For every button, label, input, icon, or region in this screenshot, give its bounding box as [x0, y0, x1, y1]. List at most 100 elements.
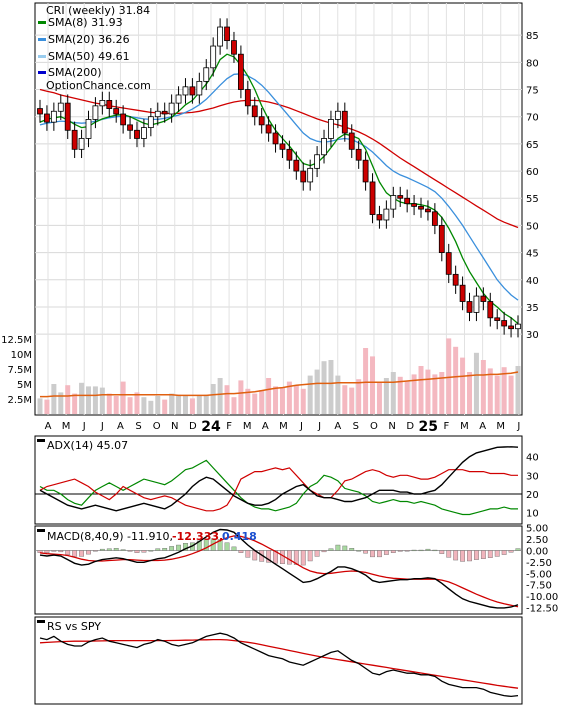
month-label-11: M — [243, 421, 252, 432]
month-label-7: N — [171, 421, 178, 432]
volume-bar-5 — [72, 393, 78, 414]
candle-body-7 — [85, 119, 92, 139]
macd-hist-bar-62 — [467, 550, 472, 562]
month-label-19: N — [388, 421, 395, 432]
volume-bar-13 — [127, 397, 133, 414]
volume-tick-4: 12.5M — [1, 335, 32, 346]
price-tick-45: 45 — [526, 249, 539, 260]
month-label-20: D — [406, 421, 414, 432]
macd-hist-bar-24 — [203, 539, 209, 551]
macd-hist-bar-26 — [217, 539, 223, 551]
volume-bar-23 — [196, 396, 202, 414]
price-tick-50: 50 — [526, 221, 539, 232]
sma8-line — [39, 53, 519, 325]
candle-body-43 — [334, 110, 341, 120]
volume-bar-11 — [113, 396, 119, 414]
macd-hist-bar-3 — [58, 550, 64, 553]
macd-hist-bar-45 — [349, 548, 355, 551]
month-label-8: D — [189, 421, 197, 432]
candle-body-13 — [127, 124, 133, 131]
candle-body-56 — [425, 208, 431, 213]
macd-line — [39, 528, 519, 609]
sma20-line — [39, 73, 519, 301]
rs-layer — [39, 632, 519, 698]
rs-line — [39, 632, 519, 698]
price-tick-30: 30 — [526, 330, 539, 341]
macd-hist-bar-0 — [37, 550, 43, 553]
candle-body-53 — [404, 197, 411, 205]
volume-bar-22 — [189, 398, 195, 414]
rs-title: RS vs SPY — [47, 620, 101, 633]
macd-hist-bar-30 — [245, 550, 251, 558]
macd-panel-frame — [34, 525, 523, 615]
rs-legend-swatch — [37, 620, 45, 623]
legend-sma50: SMA(50) 49.61 — [48, 50, 130, 63]
volume-bar-68 — [508, 375, 514, 414]
legend-sma8: SMA(8) 31.93 — [48, 16, 123, 29]
volume-bar-43 — [335, 375, 341, 414]
volume-bar-15 — [141, 397, 147, 414]
macd-signal-line — [39, 535, 519, 608]
month-label-4: A — [117, 421, 124, 432]
adx-legend-swatch — [37, 439, 45, 442]
candle-body-5 — [71, 129, 78, 150]
candle-body-50 — [383, 208, 390, 221]
candle-body-52 — [397, 195, 404, 199]
rs-ma-line — [39, 638, 519, 689]
volume-bar-64 — [480, 360, 486, 414]
month-label-15: J — [317, 421, 321, 432]
month-label-2: J — [82, 421, 86, 432]
candle-body-58 — [438, 225, 445, 253]
macd-hist-bar-2 — [51, 550, 57, 552]
macd-hist-bar-16 — [148, 550, 154, 552]
macd-hist-bar-57 — [432, 549, 438, 552]
volume-bar-20 — [176, 394, 182, 414]
candle-body-44 — [341, 110, 348, 134]
macd-tick-0: -12.50 — [526, 603, 558, 614]
candle-body-4 — [64, 102, 71, 131]
price-tick-85: 85 — [526, 31, 539, 42]
volume-bar-16 — [148, 400, 154, 414]
candle-body-38 — [300, 170, 307, 183]
macd-hist-bar-58 — [439, 550, 445, 554]
volume-bar-45 — [349, 387, 355, 414]
macd-hist-bar-68 — [508, 550, 514, 553]
price-axis: 30 35 40 45 50 55 60 65 70 75 80 85 — [526, 31, 539, 341]
candle-body-2 — [50, 110, 57, 123]
candle-body-10 — [106, 100, 113, 109]
macd-hist-bar-55 — [418, 549, 424, 552]
candle-body-28 — [231, 40, 237, 55]
candle-body-26 — [217, 26, 224, 47]
macd-hist-bar-21 — [183, 543, 188, 551]
volume-bar-31 — [252, 393, 258, 414]
month-labels: A M J J A S O N D 24 F M A M J J A S O N D 25 F M A M J — [45, 419, 521, 435]
volume-bar-25 — [210, 384, 216, 414]
price-tick-75: 75 — [526, 86, 539, 97]
macd-hist-bar-56 — [425, 548, 431, 551]
macd-hist-bar-38 — [300, 550, 306, 566]
macd-hist-bar-8 — [93, 550, 98, 552]
legend-sma200: SMA(200) — [48, 66, 102, 79]
macd-hist-bar-41 — [321, 550, 327, 553]
candle-body-20 — [175, 94, 182, 104]
month-label-9: 24 — [201, 419, 221, 435]
macd-hist-bar-46 — [356, 550, 362, 552]
macd-tick-5: 0.00 — [526, 547, 548, 558]
volume-bar-30 — [245, 388, 251, 414]
macd-legend-swatch — [37, 529, 45, 532]
volume-bar-10 — [106, 393, 112, 414]
macd-hist-bar-34 — [273, 550, 278, 564]
candle-body-62 — [466, 301, 473, 313]
candle-body-36 — [286, 148, 293, 161]
macd-hist-bar-37 — [293, 550, 299, 565]
volume-bar-67 — [501, 367, 507, 414]
macd-hist-bar-17 — [155, 548, 161, 551]
volume-bar-49 — [376, 382, 382, 414]
candle-body-3 — [57, 102, 64, 112]
macd-signal-label: -12.333, — [172, 530, 223, 543]
candle-body-60 — [452, 273, 459, 286]
legend-sma20: SMA(20) 36.26 — [48, 33, 130, 46]
month-label-18: O — [370, 421, 378, 432]
volume-bar-26 — [217, 378, 223, 414]
